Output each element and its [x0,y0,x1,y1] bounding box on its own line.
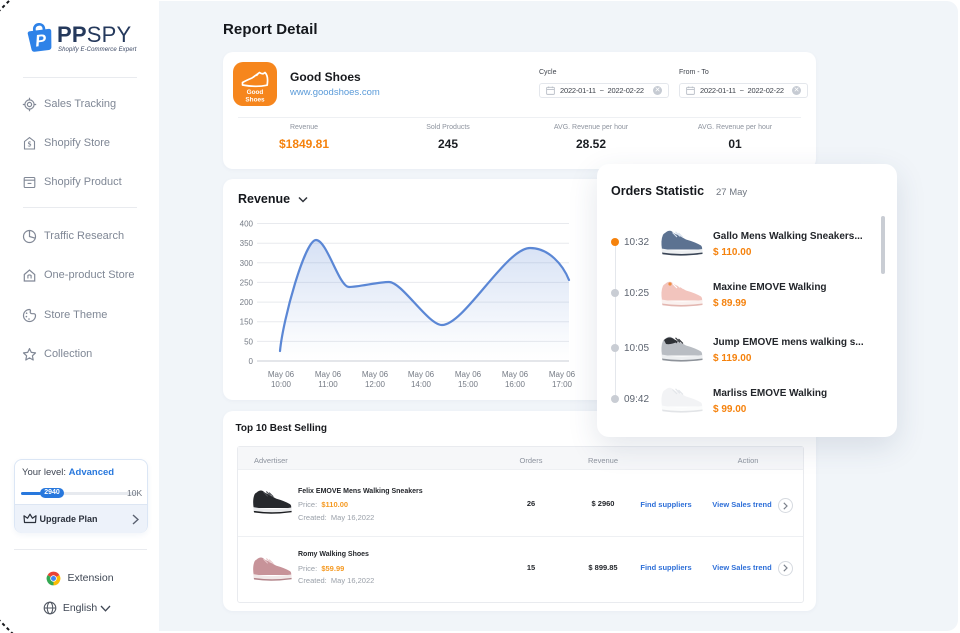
svg-text:350: 350 [240,239,254,248]
svg-text:May 06: May 06 [315,370,342,379]
svg-text:250: 250 [240,278,254,287]
svg-text:0: 0 [249,357,254,366]
svg-text:May 06: May 06 [502,370,529,379]
svg-text:150: 150 [240,318,254,327]
svg-text:400: 400 [240,220,254,229]
svg-text:Good: Good [247,89,264,96]
svg-text:May 06: May 06 [362,370,389,379]
svg-text:12:00: 12:00 [365,380,386,389]
svg-text:14:00: 14:00 [411,380,432,389]
svg-text:15:00: 15:00 [458,380,479,389]
svg-text:May 06: May 06 [549,370,576,379]
svg-text:17:00: 17:00 [552,380,573,389]
svg-text:May 06: May 06 [408,370,435,379]
svg-text:50: 50 [244,337,253,346]
svg-text:May 06: May 06 [268,370,295,379]
svg-text:P: P [34,31,48,50]
svg-text:300: 300 [240,259,254,268]
svg-text:May 06: May 06 [455,370,482,379]
svg-text:11:00: 11:00 [318,380,338,389]
svg-text:$: $ [28,139,32,148]
svg-text:16:00: 16:00 [505,380,526,389]
svg-text:Shoes: Shoes [245,97,265,104]
svg-text:200: 200 [240,298,254,307]
svg-text:10:00: 10:00 [271,380,292,389]
